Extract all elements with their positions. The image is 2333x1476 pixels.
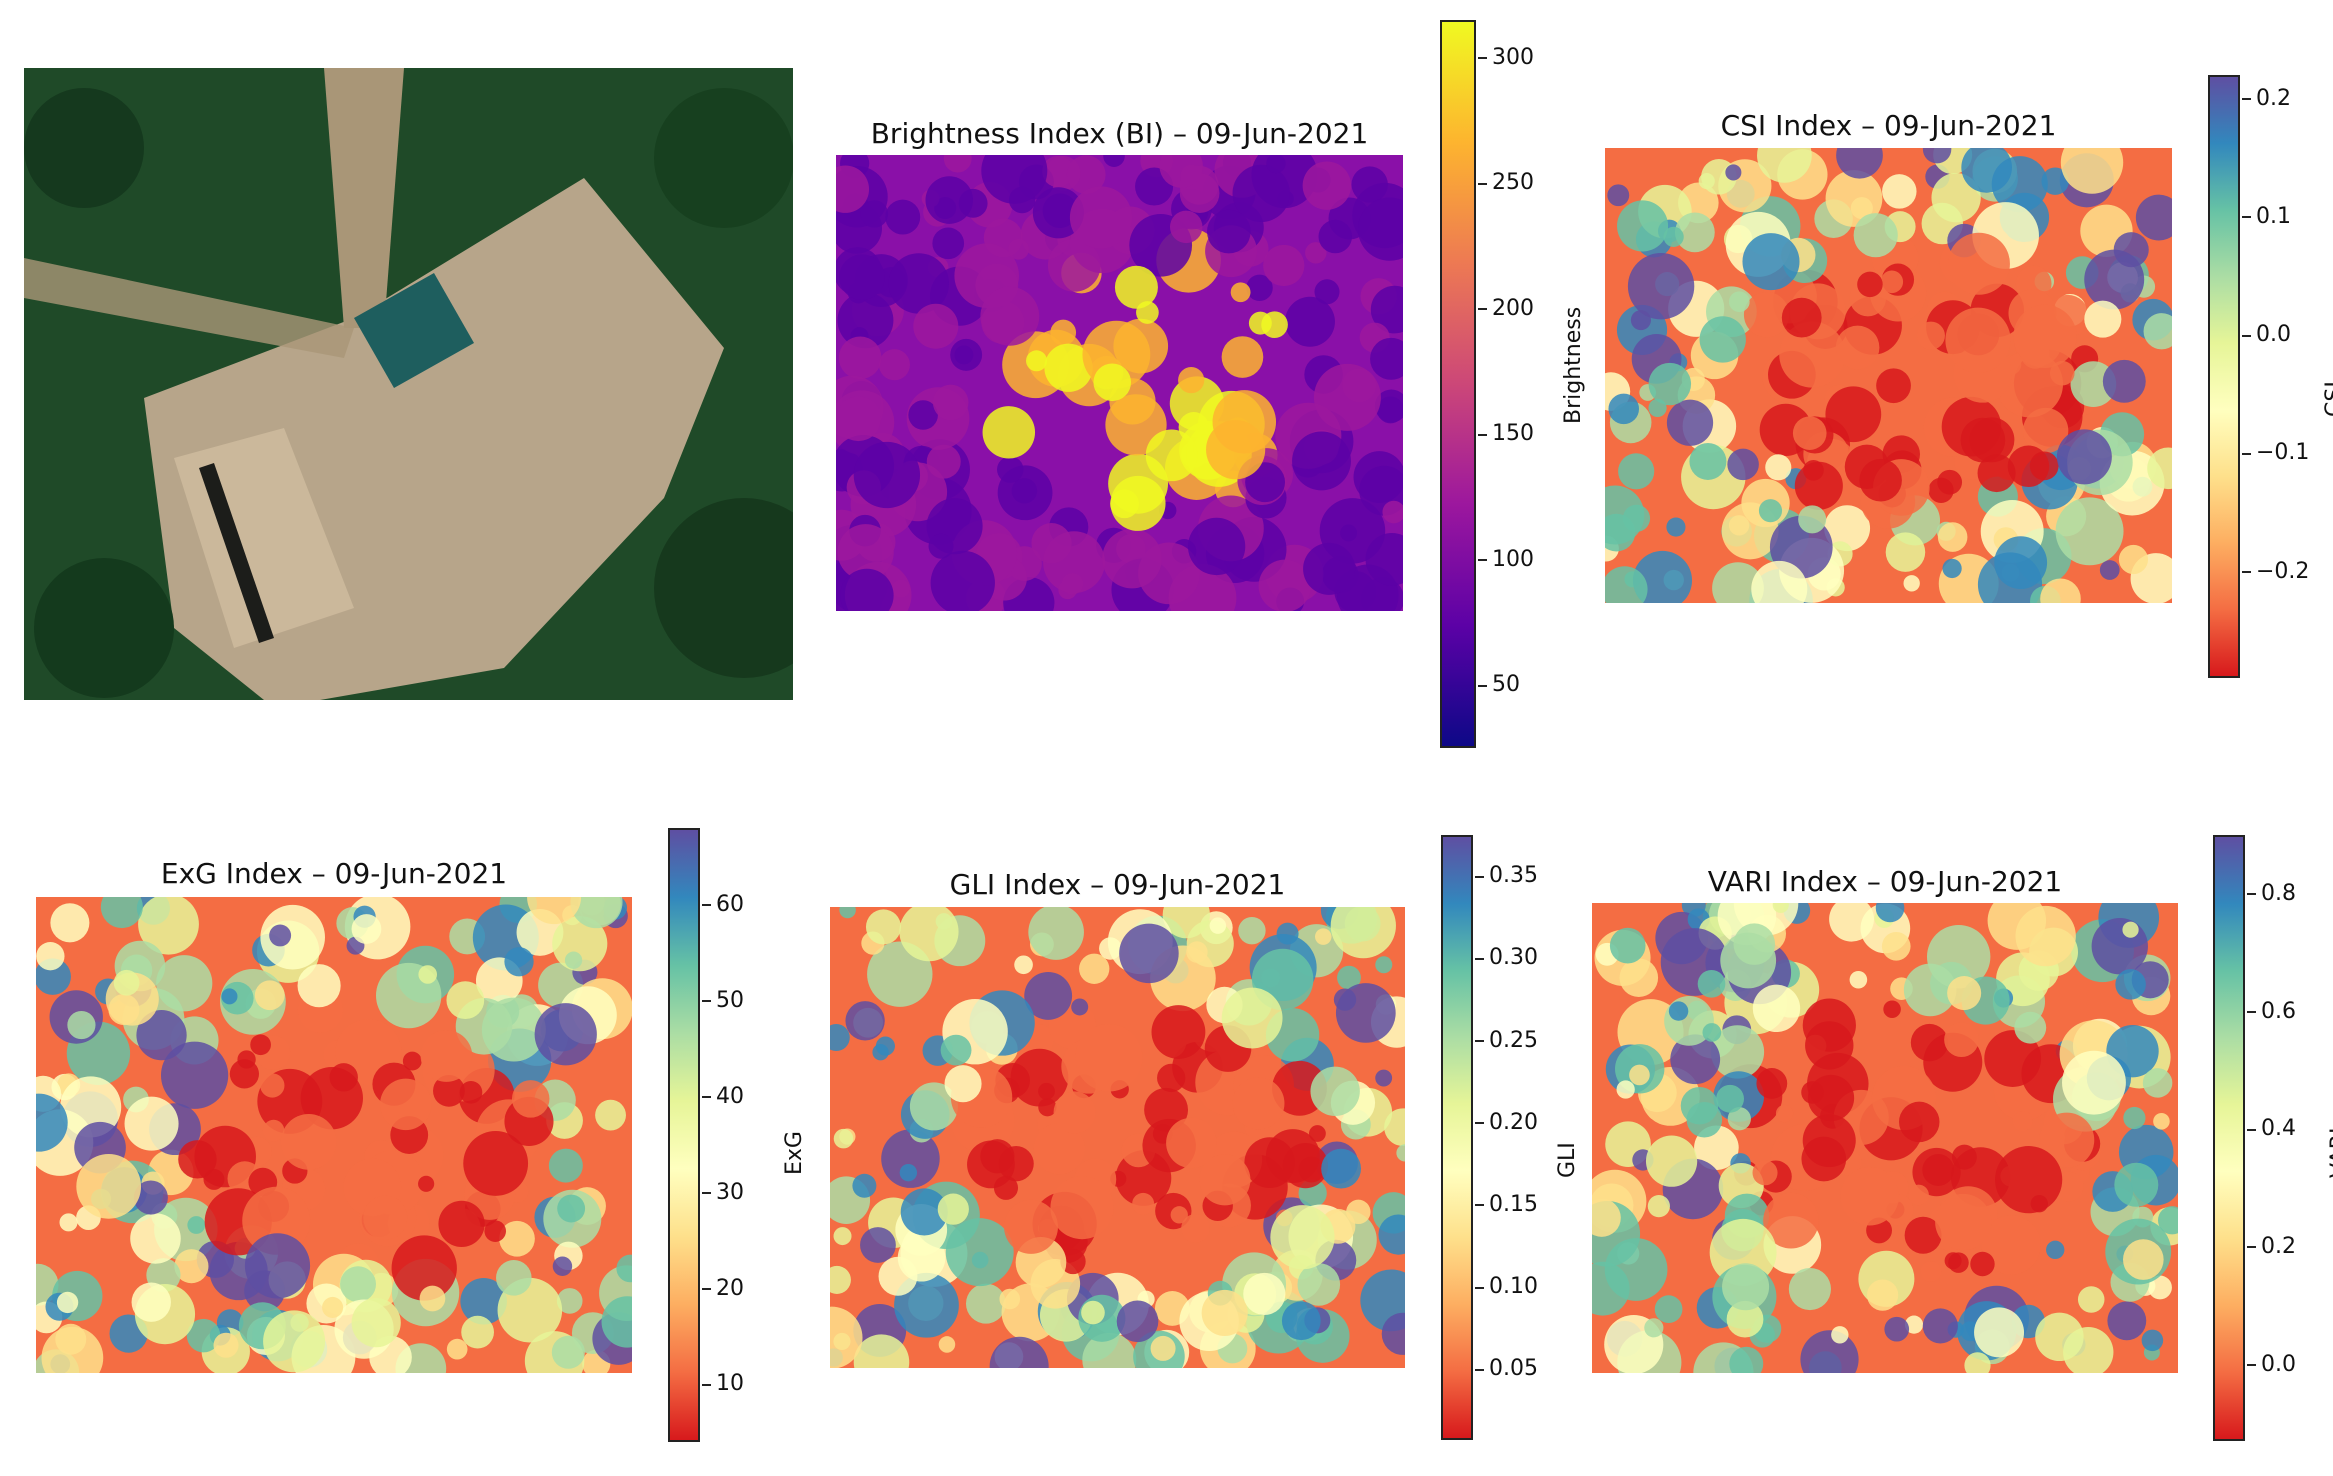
csi-heatmap — [1605, 148, 2172, 603]
exg-title: ExG Index – 09-Jun-2021 — [160, 857, 508, 890]
exg-colorbar-tick: 40 — [702, 1083, 744, 1109]
bi-colorbar-tick: 100 — [1478, 546, 1534, 572]
gli-colorbar-tick: 0.10 — [1475, 1274, 1538, 1300]
exg-colorbar-tick: 60 — [702, 891, 744, 917]
vari-colorbar-tick: 0.0 — [2247, 1351, 2296, 1377]
vari-colorbar-tick: 0.2 — [2247, 1233, 2296, 1259]
vari-title: VARI Index – 09-Jun-2021 — [1707, 865, 2063, 898]
csi-colorbar — [2208, 75, 2240, 678]
bi-colorbar-tick: 50 — [1478, 672, 1520, 698]
exg-colorbar-tick: 30 — [702, 1179, 744, 1205]
vari-colorbar-tick: 0.8 — [2247, 880, 2296, 906]
csi-title: CSI Index – 09-Jun-2021 — [1720, 109, 2057, 142]
bi-colorbar-tick: 300 — [1478, 44, 1534, 70]
gli-colorbar-label: GLI — [1555, 1141, 1580, 1178]
vari-heatmap — [1592, 903, 2178, 1373]
vari-colorbar — [2213, 835, 2245, 1441]
gli-colorbar-tick: 0.05 — [1475, 1356, 1538, 1382]
exg-colorbar — [668, 828, 700, 1442]
gli-colorbar-tick: 0.15 — [1475, 1191, 1538, 1217]
bi-colorbar-tick: 200 — [1478, 295, 1534, 321]
csi-colorbar-tick: 0.0 — [2242, 322, 2291, 348]
csi-colorbar-tick: −0.1 — [2241, 440, 2310, 466]
gli-heatmap — [830, 907, 1405, 1368]
exg-colorbar-tick: 20 — [702, 1275, 744, 1301]
gli-colorbar-tick: 0.30 — [1475, 945, 1538, 971]
bi-colorbar — [1440, 20, 1476, 748]
gli-colorbar-tick: 0.35 — [1475, 863, 1538, 889]
gli-title: GLI Index – 09-Jun-2021 — [949, 868, 1286, 901]
exg-colorbar-tick: 10 — [702, 1371, 744, 1397]
csi-colorbar-tick: 0.1 — [2242, 203, 2291, 229]
bi-colorbar-tick: 150 — [1478, 421, 1534, 447]
bi-heatmap — [836, 155, 1403, 611]
aerial-photo — [24, 68, 793, 700]
vari-colorbar-tick: 0.6 — [2247, 998, 2296, 1024]
gli-colorbar — [1441, 835, 1473, 1440]
csi-colorbar-tick: −0.2 — [2241, 558, 2310, 584]
bi-title: Brightness Index (BI) – 09-Jun-2021 — [870, 117, 1369, 150]
exg-colorbar-tick: 50 — [702, 987, 744, 1013]
bi-colorbar-label: Brightness — [1561, 306, 1586, 424]
exg-colorbar-label: ExG — [782, 1131, 807, 1175]
gli-colorbar-tick: 0.25 — [1475, 1027, 1538, 1053]
bi-colorbar-tick: 250 — [1478, 170, 1534, 196]
csi-colorbar-label: CSI — [2322, 380, 2333, 417]
exg-heatmap — [36, 897, 632, 1373]
vari-colorbar-label: VARI — [2327, 1127, 2333, 1178]
csi-colorbar-tick: 0.2 — [2242, 85, 2291, 111]
gli-colorbar-tick: 0.20 — [1475, 1109, 1538, 1135]
vari-colorbar-tick: 0.4 — [2247, 1116, 2296, 1142]
